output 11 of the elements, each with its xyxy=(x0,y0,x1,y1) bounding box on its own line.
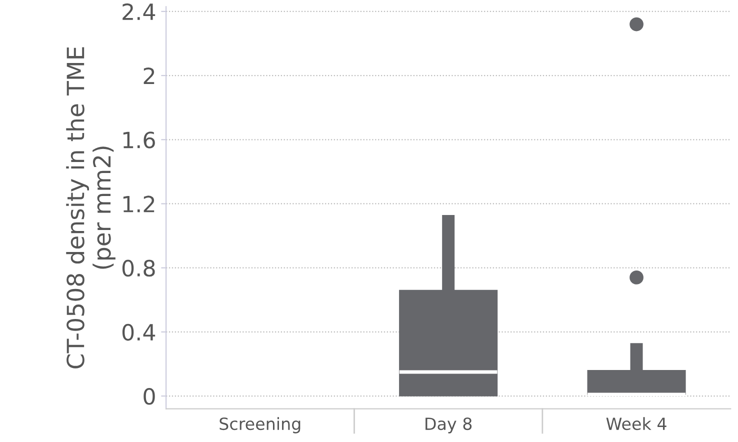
x-tick-label: Screening xyxy=(220,417,300,434)
y-tick-label: 0.4 xyxy=(122,324,156,341)
y-tick-label: 0 xyxy=(144,388,155,405)
y-tick-label: 2.4 xyxy=(122,3,156,20)
y-tick-label: 0.8 xyxy=(122,260,155,277)
x-tick-label: Day 8 xyxy=(426,417,472,434)
y-axis-title: CT-0508 density in the TME (per mm2) xyxy=(66,47,116,368)
x-tick-label: Week 4 xyxy=(606,417,666,430)
y-tick-label: 1.6 xyxy=(123,132,155,148)
y-tick-label: 1.2 xyxy=(123,196,154,212)
y-tick-label: 2 xyxy=(144,67,154,84)
